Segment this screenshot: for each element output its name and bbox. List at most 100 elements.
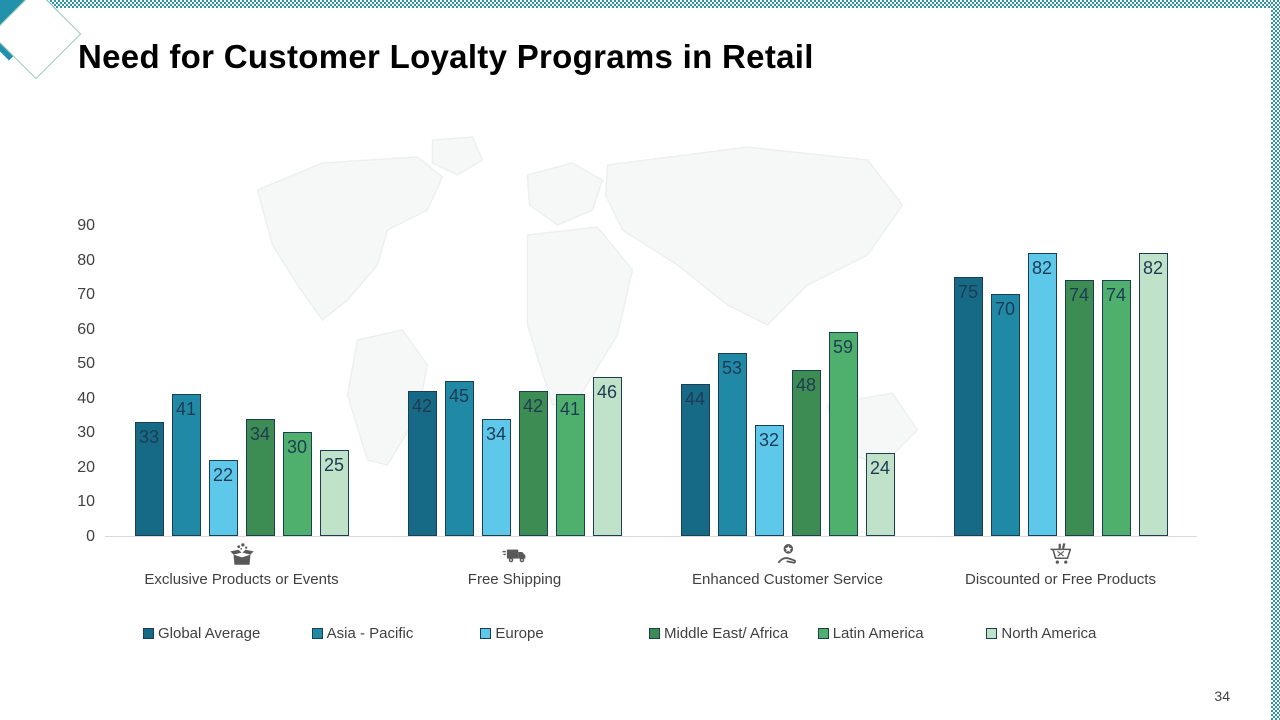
- bar: 45: [444, 380, 474, 536]
- bar-value-label: 44: [684, 388, 706, 409]
- shopping-cart-icon: [1048, 542, 1074, 568]
- y-axis-tick: 60: [77, 320, 95, 338]
- y-axis-tick: 30: [77, 424, 95, 442]
- page-number: 34: [1214, 688, 1230, 704]
- legend-label: North America: [1001, 625, 1097, 642]
- legend-swatch: [311, 628, 323, 639]
- legend-label: Middle East/ Africa: [664, 625, 789, 642]
- bar-group: 44 53 32 48 59 24: [680, 332, 895, 536]
- legend-label: Global Average: [158, 625, 261, 642]
- legend-swatch: [817, 628, 829, 639]
- bar-value-label: 59: [832, 337, 854, 358]
- bar: 48: [791, 370, 821, 536]
- bar-value-label: 24: [869, 458, 891, 479]
- category-label: Exclusive Products or Events: [144, 571, 339, 588]
- legend-item: Latin America: [810, 625, 979, 642]
- category-item: Enhanced Customer Service: [651, 542, 924, 588]
- y-axis-tick: 10: [77, 493, 95, 511]
- category-axis: Exclusive Products or Events Free Shippin…: [105, 542, 1197, 588]
- bar-value-label: 48: [795, 375, 817, 396]
- bar: 74: [1101, 280, 1131, 536]
- bar-value-label: 32: [758, 430, 780, 451]
- bar-value-label: 46: [596, 382, 618, 403]
- bar: 41: [555, 394, 585, 536]
- category-label: Free Shipping: [467, 571, 562, 588]
- bar-value-label: 34: [249, 423, 271, 444]
- bar-value-label: 30: [286, 437, 308, 458]
- bar: 24: [865, 453, 895, 536]
- bar: 82: [1027, 252, 1057, 536]
- legend-item: North America: [978, 625, 1147, 642]
- slide-title: Need for Customer Loyalty Programs in Re…: [78, 38, 814, 75]
- category-label: Discounted or Free Products: [965, 571, 1156, 588]
- bar-value-label: 45: [448, 385, 470, 406]
- right-border-pattern: [1271, 0, 1280, 720]
- bar: 22: [208, 459, 238, 536]
- bar: 32: [754, 425, 784, 536]
- bar-value-label: 41: [175, 399, 197, 420]
- bar-group: 75 70 82 74 74 82: [953, 252, 1168, 536]
- legend-swatch: [143, 628, 154, 639]
- category-item: Exclusive Products or Events: [105, 542, 378, 588]
- legend-item: Asia - Pacific: [304, 625, 473, 642]
- category-item: Discounted or Free Products: [924, 542, 1197, 588]
- y-axis-tick: 90: [77, 217, 95, 234]
- legend-item: Global Average: [135, 625, 304, 642]
- bar-value-label: 33: [138, 426, 160, 447]
- bar-group: 42 45 34 42 41 46: [407, 377, 622, 536]
- world-map-background: [256, 136, 919, 466]
- bar-value-label: 82: [1031, 257, 1053, 278]
- bar-value-label: 34: [485, 423, 507, 444]
- bar-value-label: 42: [522, 395, 544, 416]
- y-axis-tick: 20: [77, 458, 95, 476]
- category-label: Enhanced Customer Service: [692, 571, 883, 588]
- bar: 42: [518, 390, 548, 536]
- plot-area: 33 41 22 34 30 25 42 45 34 42 41 46 44 53 32 48 59 24 75 70…: [105, 226, 1197, 537]
- bar-value-label: 53: [721, 357, 743, 378]
- bar-value-label: 82: [1142, 257, 1164, 278]
- bar-value-label: 22: [212, 464, 234, 485]
- bar: 53: [717, 352, 747, 536]
- bar: 34: [245, 418, 275, 536]
- legend-item: Europe: [472, 625, 641, 642]
- legend-label: Latin America: [832, 625, 924, 642]
- y-axis-tick: 80: [77, 251, 95, 269]
- y-axis-tick: 50: [77, 355, 95, 373]
- bar: 74: [1064, 280, 1094, 536]
- gift-box-icon: [229, 542, 255, 568]
- bar: 42: [407, 390, 437, 536]
- bar: 70: [990, 294, 1020, 536]
- hand-star-icon: [775, 542, 801, 568]
- outline-diamond: [0, 0, 82, 80]
- y-axis-tick: 40: [77, 389, 95, 407]
- chart-legend: Global Average Asia - Pacific Europe Middle…: [135, 625, 1147, 642]
- bar-value-label: 42: [411, 395, 433, 416]
- legend-swatch: [986, 628, 998, 639]
- bar: 41: [171, 394, 201, 536]
- bar: 25: [319, 449, 349, 536]
- bar: 34: [481, 418, 511, 536]
- y-axis: 0 10 20 30 40 50 60 70 80 90: [50, 217, 95, 545]
- bar-value-label: 25: [323, 454, 345, 475]
- category-item: Free Shipping: [378, 542, 651, 588]
- bar-value-label: 41: [559, 399, 581, 420]
- delivery-truck-icon: [502, 542, 528, 568]
- bar: 30: [282, 432, 312, 536]
- bar: 59: [828, 332, 858, 536]
- bar-group: 33 41 22 34 30 25: [134, 394, 349, 536]
- bar: 46: [592, 377, 622, 536]
- legend-label: Europe: [495, 625, 544, 642]
- bar-value-label: 70: [994, 299, 1016, 320]
- bar: 44: [680, 383, 710, 536]
- bar-value-label: 74: [1068, 285, 1090, 306]
- legend-swatch: [649, 628, 661, 639]
- legend-swatch: [480, 628, 492, 639]
- y-axis-tick: 70: [77, 286, 95, 304]
- bar-value-label: 74: [1105, 285, 1127, 306]
- legend-label: Asia - Pacific: [326, 625, 414, 642]
- y-axis-tick: 0: [86, 528, 95, 545]
- bar-value-label: 75: [957, 281, 979, 302]
- bar: 82: [1138, 252, 1168, 536]
- bar: 75: [953, 276, 983, 536]
